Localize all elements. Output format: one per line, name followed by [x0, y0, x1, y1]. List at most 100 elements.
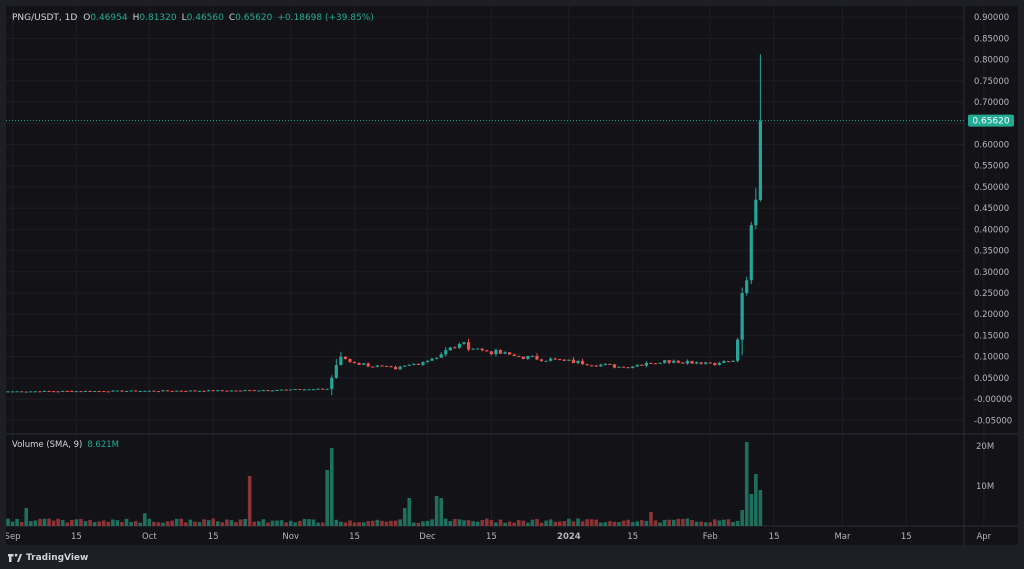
candle-body	[261, 390, 265, 392]
candle-body	[252, 390, 256, 392]
volume-bar	[193, 521, 197, 526]
volume-bar	[56, 518, 60, 526]
candle-body	[398, 366, 402, 370]
volume-bar	[580, 521, 585, 526]
volume-bar	[576, 518, 580, 526]
volume-bar	[603, 522, 608, 526]
time-tick-label: Feb	[703, 532, 718, 542]
candle-body	[330, 377, 334, 389]
chart-svg[interactable]: 0.900000.850000.800000.750000.700000.650…	[6, 6, 1018, 545]
volume-bar	[457, 519, 462, 526]
candle-body	[302, 389, 306, 391]
volume-bar	[530, 519, 535, 526]
candle-body	[275, 389, 279, 391]
candle-body	[658, 362, 662, 364]
candle-body	[713, 362, 717, 365]
volume-bar	[630, 522, 635, 526]
candle-body	[188, 390, 192, 392]
candle-body	[270, 390, 275, 392]
candle-body	[52, 391, 56, 393]
volume-bar	[699, 521, 703, 526]
volume-bar	[539, 522, 544, 526]
candle-body	[558, 359, 562, 361]
open-key: O	[83, 13, 90, 23]
candle-body	[471, 348, 475, 350]
candle-body	[407, 364, 411, 366]
volume-bar	[758, 490, 763, 526]
candle-body	[580, 360, 585, 365]
volume-bar	[722, 519, 726, 526]
volume-bar	[562, 521, 567, 526]
low-key: L	[182, 13, 187, 23]
candle-body	[293, 389, 297, 391]
high-key: H	[133, 13, 140, 23]
price-tick-label: 0.85000	[974, 34, 1009, 44]
volume-bar	[667, 519, 671, 526]
candle-body	[357, 362, 361, 365]
candle-body	[289, 389, 293, 391]
volume-bar	[644, 521, 649, 526]
candle-body	[115, 390, 120, 392]
volume-bar	[29, 521, 33, 526]
candle-body	[749, 225, 753, 281]
candle-body	[339, 356, 343, 366]
candle-body	[389, 366, 393, 368]
candle-body	[585, 364, 589, 366]
candle-body	[47, 390, 51, 392]
tradingview-brand[interactable]: TradingView	[26, 553, 89, 563]
volume-bar	[503, 522, 507, 526]
time-tick-label: 15	[627, 532, 638, 542]
candle-body	[229, 390, 234, 392]
volume-tick-label: 20M	[976, 442, 994, 452]
volume-bar	[649, 512, 653, 526]
candle-body	[38, 391, 42, 393]
volume-bar	[147, 518, 152, 526]
volume-bar	[124, 518, 129, 526]
candle-body	[248, 390, 252, 392]
candle-body	[681, 362, 685, 364]
candle-body	[430, 358, 434, 361]
volume-bar	[325, 470, 329, 526]
candle-body	[549, 358, 553, 361]
volume-bar	[152, 521, 156, 526]
volume-bar	[247, 476, 252, 526]
volume-bar	[676, 518, 681, 526]
candle-body	[202, 390, 206, 392]
candle-body	[466, 342, 471, 350]
candle-body	[754, 199, 758, 226]
candle-body	[571, 359, 576, 364]
volume-bar	[156, 522, 161, 526]
candle-body	[526, 356, 530, 359]
volume-bar	[571, 521, 576, 526]
candle-body	[343, 356, 348, 360]
low-value: 0.46560	[187, 13, 224, 23]
candle-body	[375, 365, 379, 367]
volume-bar	[703, 522, 708, 526]
volume-bar	[270, 520, 275, 526]
candle-body	[476, 348, 480, 350]
candle-body	[608, 363, 612, 365]
time-tick-label: Nov	[282, 532, 299, 542]
candle-body	[736, 339, 740, 361]
candle-body	[612, 364, 617, 368]
volume-bar	[70, 519, 74, 526]
volume-bar	[47, 518, 51, 526]
candle-body	[102, 391, 106, 393]
volume-bar	[548, 519, 553, 526]
candle-body	[667, 360, 671, 363]
candle-body	[576, 360, 580, 364]
candle-body	[457, 343, 462, 348]
volume-bar	[266, 522, 270, 526]
time-tick-label: 15	[901, 532, 912, 542]
candle-body	[489, 351, 493, 355]
volume-bar	[284, 522, 288, 526]
volume-bar	[498, 519, 503, 526]
volume-bar	[197, 522, 202, 526]
candle-body	[448, 347, 452, 351]
volume-bar	[662, 519, 667, 526]
volume-bar	[375, 519, 380, 526]
ohlc-legend: PNG/USDT, 1D O0.46954 H0.81320 L0.46560 C0.6…	[12, 13, 374, 23]
candle-body	[480, 348, 484, 351]
candle-body	[626, 367, 630, 369]
volume-bar	[143, 513, 147, 526]
